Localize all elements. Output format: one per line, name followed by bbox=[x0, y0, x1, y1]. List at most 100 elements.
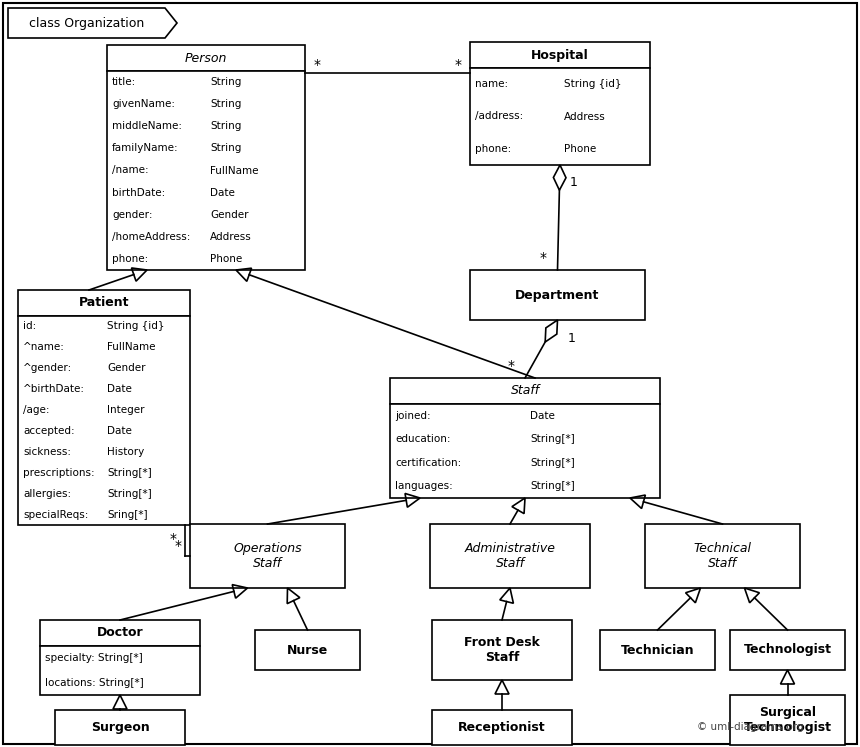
Bar bbox=[730, 630, 845, 670]
Text: /name:: /name: bbox=[112, 166, 149, 176]
Text: Technician: Technician bbox=[621, 643, 694, 657]
Text: Phone: Phone bbox=[210, 254, 243, 264]
Polygon shape bbox=[8, 8, 177, 38]
Text: Phone: Phone bbox=[563, 144, 596, 154]
Text: *: * bbox=[175, 539, 181, 553]
Text: /address:: /address: bbox=[475, 111, 523, 122]
Text: prescriptions:: prescriptions: bbox=[23, 468, 95, 478]
Text: Receptionist: Receptionist bbox=[458, 721, 546, 734]
Bar bbox=[430, 524, 590, 588]
Text: Sring[*]: Sring[*] bbox=[108, 509, 148, 520]
Bar bbox=[255, 630, 360, 670]
Text: Date: Date bbox=[531, 411, 556, 421]
Text: accepted:: accepted: bbox=[23, 426, 75, 436]
Text: Gender: Gender bbox=[210, 210, 249, 220]
Text: String: String bbox=[210, 143, 242, 153]
Text: String: String bbox=[210, 121, 242, 131]
Text: joined:: joined: bbox=[395, 411, 431, 421]
Text: education:: education: bbox=[395, 434, 451, 444]
Bar bbox=[470, 270, 645, 320]
Bar bbox=[432, 710, 572, 745]
Bar bbox=[645, 524, 800, 588]
Bar bbox=[18, 316, 190, 525]
Text: middleName:: middleName: bbox=[112, 121, 182, 131]
Text: ^gender:: ^gender: bbox=[23, 363, 72, 374]
Text: String[*]: String[*] bbox=[531, 434, 575, 444]
Bar bbox=[432, 620, 572, 680]
Text: birthDate:: birthDate: bbox=[112, 187, 165, 198]
Bar bbox=[470, 42, 650, 68]
Text: familyName:: familyName: bbox=[112, 143, 179, 153]
Text: 1: 1 bbox=[570, 176, 578, 190]
Text: Person: Person bbox=[185, 52, 227, 64]
Bar bbox=[390, 404, 660, 498]
Text: Administrative
Staff: Administrative Staff bbox=[464, 542, 556, 570]
Text: allergies:: allergies: bbox=[23, 489, 71, 499]
Bar bbox=[40, 646, 200, 695]
Text: /homeAddress:: /homeAddress: bbox=[112, 232, 190, 242]
Text: Address: Address bbox=[210, 232, 252, 242]
Text: phone:: phone: bbox=[112, 254, 148, 264]
Polygon shape bbox=[553, 165, 566, 190]
Text: Date: Date bbox=[210, 187, 235, 198]
Bar bbox=[107, 45, 305, 71]
Bar bbox=[470, 68, 650, 165]
Text: 1: 1 bbox=[568, 332, 575, 344]
Text: Patient: Patient bbox=[79, 297, 129, 309]
Text: specialty: String[*]: specialty: String[*] bbox=[45, 653, 143, 663]
Text: specialReqs:: specialReqs: bbox=[23, 509, 89, 520]
Text: String[*]: String[*] bbox=[108, 468, 152, 478]
Text: String {id}: String {id} bbox=[563, 79, 621, 89]
Text: locations: String[*]: locations: String[*] bbox=[45, 678, 144, 688]
Bar bbox=[40, 620, 200, 646]
Text: *: * bbox=[314, 58, 321, 72]
Text: FullName: FullName bbox=[108, 342, 156, 353]
Text: String[*]: String[*] bbox=[531, 458, 575, 468]
Text: Date: Date bbox=[108, 384, 132, 394]
Text: certification:: certification: bbox=[395, 458, 461, 468]
Text: FullName: FullName bbox=[210, 166, 259, 176]
Text: Operations
Staff: Operations Staff bbox=[233, 542, 302, 570]
Text: String[*]: String[*] bbox=[108, 489, 152, 499]
Text: id:: id: bbox=[23, 321, 36, 332]
Text: class Organization: class Organization bbox=[29, 16, 144, 29]
Bar bbox=[600, 630, 715, 670]
Text: Hospital: Hospital bbox=[531, 49, 589, 61]
Text: Gender: Gender bbox=[108, 363, 146, 374]
Text: title:: title: bbox=[112, 77, 136, 87]
Text: Department: Department bbox=[515, 288, 599, 302]
Text: *: * bbox=[169, 532, 176, 546]
Text: String {id}: String {id} bbox=[108, 321, 165, 332]
Text: givenName:: givenName: bbox=[112, 99, 175, 109]
Text: Front Desk
Staff: Front Desk Staff bbox=[464, 636, 540, 664]
Text: Staff: Staff bbox=[511, 385, 539, 397]
Text: gender:: gender: bbox=[112, 210, 152, 220]
Bar bbox=[107, 71, 305, 270]
Bar bbox=[18, 290, 190, 316]
Text: © uml-diagrams.org: © uml-diagrams.org bbox=[697, 722, 803, 732]
Text: *: * bbox=[454, 58, 462, 72]
Text: Integer: Integer bbox=[108, 405, 145, 415]
Text: *: * bbox=[507, 359, 514, 373]
Text: Date: Date bbox=[108, 426, 132, 436]
Text: phone:: phone: bbox=[475, 144, 511, 154]
Text: String: String bbox=[210, 77, 242, 87]
Text: Surgeon: Surgeon bbox=[90, 721, 150, 734]
Text: Technologist: Technologist bbox=[744, 643, 832, 657]
Text: Technical
Staff: Technical Staff bbox=[693, 542, 752, 570]
Text: ^birthDate:: ^birthDate: bbox=[23, 384, 85, 394]
Text: Nurse: Nurse bbox=[287, 643, 329, 657]
Text: sickness:: sickness: bbox=[23, 447, 71, 457]
Text: Surgical
Technologist: Surgical Technologist bbox=[744, 706, 832, 734]
Text: Address: Address bbox=[563, 111, 605, 122]
Bar bbox=[190, 524, 345, 588]
Text: History: History bbox=[108, 447, 144, 457]
Text: String: String bbox=[210, 99, 242, 109]
Text: String[*]: String[*] bbox=[531, 481, 575, 492]
Polygon shape bbox=[545, 320, 557, 342]
Text: languages:: languages: bbox=[395, 481, 452, 492]
Text: ^name:: ^name: bbox=[23, 342, 64, 353]
Bar bbox=[730, 695, 845, 745]
Bar bbox=[390, 378, 660, 404]
Bar bbox=[55, 710, 185, 745]
